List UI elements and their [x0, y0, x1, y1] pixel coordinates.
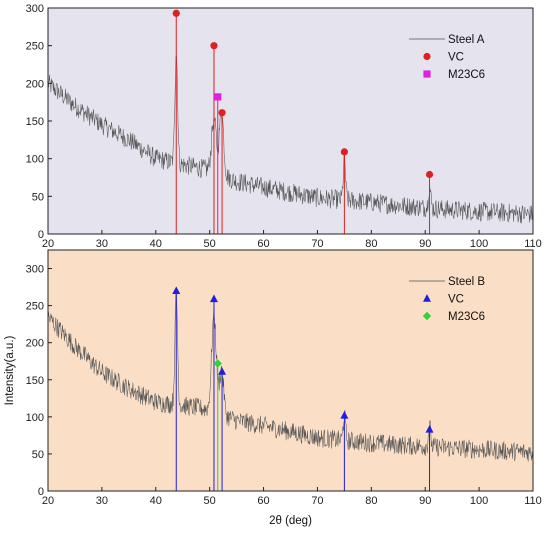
x-tick-label: 20	[42, 238, 54, 250]
y-tick-label: 150	[26, 116, 44, 128]
y-tick-label: 200	[26, 338, 44, 350]
y-tick-label: 100	[26, 154, 44, 166]
x-tick-label: 60	[257, 495, 269, 507]
x-tick-label: 90	[419, 495, 431, 507]
x-tick-label: 100	[470, 238, 488, 250]
y-tick-label: 0	[38, 229, 44, 241]
legend-label: M23C6	[448, 311, 485, 323]
x-tick-label: 30	[96, 238, 108, 250]
x-tick-label: 110	[524, 238, 542, 250]
m23c6-peak-marker	[213, 359, 222, 368]
x-tick-label: 80	[365, 238, 377, 250]
panel-bottom: 20 30 40 50 60 70 80 90 100 110 0 50 100 150 200 250 300…	[4, 249, 542, 527]
y-tick-label: 250	[26, 301, 44, 313]
vc-peak-marker	[172, 9, 180, 17]
x-tick-label: 40	[150, 495, 162, 507]
x-tick-label: 70	[311, 495, 323, 507]
y-tick-label: 200	[26, 78, 44, 90]
plot-frame	[47, 249, 534, 492]
x-tick-label: 110	[524, 495, 542, 507]
vc-peak-marker	[425, 425, 434, 433]
legend-label: Steel A	[448, 34, 485, 46]
y-tick-label: 50	[32, 191, 44, 203]
vc-peak-marker	[340, 410, 349, 419]
y-tick-label: 300	[26, 264, 44, 276]
x-tick-label: 90	[419, 238, 431, 250]
legend-label: VC	[448, 294, 464, 306]
series-line-steel-a	[47, 55, 533, 224]
vc-peak-marker	[425, 170, 434, 179]
y-tick-label: 150	[26, 375, 44, 387]
legend-square-swatch	[423, 70, 431, 78]
vc-peak-marker	[340, 148, 348, 156]
x-tick-label: 20	[42, 495, 54, 507]
legend-label: M23C6	[448, 69, 485, 81]
vc-peak-marker	[172, 286, 181, 294]
x-tick-label: 40	[150, 238, 162, 250]
vc-peak-marker	[210, 42, 218, 50]
x-tick-label: 50	[204, 495, 216, 507]
vc-peak-marker	[209, 294, 218, 303]
y-axis-title: Intensity(a.u.)	[4, 335, 16, 405]
x-tick-label: 100	[470, 495, 488, 507]
x-tick-label: 80	[365, 495, 377, 507]
x-axis-title: 2θ (deg)	[269, 515, 312, 527]
legend-triangle-swatch	[423, 294, 431, 302]
m23c6-peak-marker	[214, 93, 222, 101]
panel-top: 20 30 40 50 60 70 80 90 100 110 0 50 100 150 200 250 300…	[26, 3, 542, 250]
y-tick-label: 100	[26, 412, 44, 424]
y-tick-label: 50	[32, 449, 44, 461]
x-tick-label: 50	[204, 238, 216, 250]
vc-peak-marker	[218, 109, 226, 117]
legend-circle-swatch	[423, 52, 431, 61]
x-tick-label: 70	[311, 238, 323, 250]
y-tick-label: 0	[38, 486, 44, 498]
series-line-steel-b	[47, 291, 533, 462]
legend-label: Steel B	[448, 276, 485, 288]
legend-diamond-swatch	[422, 311, 432, 321]
legend-label: VC	[448, 52, 464, 64]
y-tick-label: 300	[26, 3, 44, 15]
x-tick-label: 60	[257, 238, 269, 250]
vc-peak-marker	[218, 367, 227, 375]
x-tick-label: 30	[96, 495, 108, 507]
y-tick-label: 250	[26, 41, 44, 53]
